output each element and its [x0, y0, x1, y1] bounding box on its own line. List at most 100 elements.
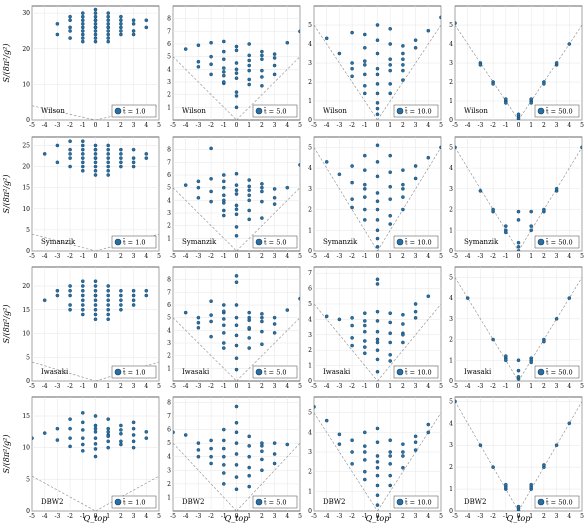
data-point — [350, 205, 354, 210]
data-point — [221, 179, 226, 184]
data-point — [93, 312, 98, 317]
data-point — [272, 187, 277, 191]
guide-line-left — [314, 147, 378, 251]
data-point — [221, 317, 226, 321]
data-point — [413, 316, 418, 320]
data-point — [554, 443, 559, 448]
data-point — [362, 450, 367, 454]
x-tick-label: 5 — [580, 383, 584, 390]
data-point — [234, 367, 239, 372]
data-point — [234, 404, 239, 409]
data-point — [350, 197, 354, 201]
data-point — [234, 207, 239, 211]
y-tick-label: 4 — [308, 165, 312, 172]
y-tick-label: 5 — [449, 22, 453, 29]
data-point — [234, 333, 239, 338]
data-point — [221, 213, 226, 218]
data-point — [234, 420, 239, 425]
data-point — [388, 213, 393, 218]
data-point — [119, 428, 123, 432]
legend-label: t̄ = 1.0 — [123, 106, 146, 115]
x-tick-label: 0 — [94, 513, 98, 520]
x-tick-label: -2 — [349, 383, 355, 390]
x-tick-label: -4 — [42, 383, 48, 390]
data-point — [209, 176, 213, 181]
data-point — [81, 284, 85, 288]
data-point — [209, 189, 213, 194]
data-point — [234, 475, 239, 479]
data-point — [388, 68, 393, 73]
panel-wilson-10_0: -5 -4 -3 -2 -1 0 1 2 3 4 5 0 1 2 3 4 5 Wilson t̄ = 10.0 — [308, 5, 443, 129]
x-tick-label: 1 — [247, 383, 251, 390]
y-tick-label: 1 — [449, 98, 453, 105]
data-point — [401, 182, 405, 187]
x-tick-label: 0 — [94, 383, 98, 390]
data-point — [413, 434, 418, 439]
action-label: Symanzik — [182, 238, 217, 246]
guide-lines — [314, 147, 441, 251]
x-tick-label: 1 — [106, 513, 110, 520]
data-point — [362, 218, 367, 222]
data-point — [119, 442, 123, 447]
x-tick-label: 1 — [247, 253, 251, 260]
data-point — [401, 450, 405, 454]
data-point — [81, 18, 85, 23]
data-point — [362, 91, 367, 96]
data-point — [209, 54, 213, 59]
data-point — [68, 426, 72, 431]
legend-marker — [396, 107, 404, 115]
scatter-points — [173, 404, 290, 492]
panel-dbw2-1_0: -5 -4 -3 -2 -1 0 1 2 3 4 5 0 5 10 15 DBW2 t̄ = 1.0 — [22, 396, 161, 520]
y-tick-label: 0 — [449, 508, 453, 515]
data-point — [529, 360, 534, 365]
data-point — [375, 82, 380, 86]
x-tick-label: 4 — [285, 253, 289, 260]
legend-box — [393, 235, 439, 249]
y-tick-label: 4 — [308, 316, 312, 323]
data-point — [542, 463, 546, 467]
guide-line-left — [455, 277, 519, 381]
y-tick-label: 15 — [22, 413, 30, 420]
x-tick-label: 2 — [542, 122, 546, 129]
data-point — [81, 29, 85, 33]
x-tick-label: 2 — [260, 513, 264, 520]
data-point — [196, 315, 201, 320]
guide-line-right — [236, 56, 300, 120]
data-point — [388, 320, 393, 325]
data-point — [413, 164, 418, 168]
y-tick-label: 1 — [167, 365, 171, 372]
data-point — [106, 445, 110, 450]
x-tick-label: 1 — [388, 253, 392, 260]
x-axis-label: Q_top — [225, 514, 249, 523]
data-point — [465, 296, 470, 300]
x-tick-label: -2 — [67, 383, 73, 390]
data-point — [131, 22, 136, 26]
guide-line-right — [518, 24, 582, 120]
guide-line-left — [32, 361, 96, 381]
data-point — [234, 192, 239, 196]
data-point — [503, 97, 508, 101]
data-point — [144, 288, 149, 293]
data-point — [93, 284, 98, 288]
x-tick-label: 3 — [414, 513, 418, 520]
x-tick-label: -2 — [349, 253, 355, 260]
x-tick-label: 0 — [235, 383, 239, 390]
data-point — [375, 426, 380, 431]
data-point — [68, 293, 72, 298]
data-point — [234, 67, 239, 72]
data-point — [362, 182, 367, 187]
data-point — [234, 94, 239, 98]
data-point — [131, 439, 136, 444]
data-point — [119, 160, 123, 165]
x-tick-label: 3 — [414, 253, 418, 260]
guide-line-right — [95, 361, 159, 381]
x-tick-label: 2 — [260, 383, 264, 390]
scatter-points — [324, 15, 441, 117]
data-point — [413, 309, 418, 314]
scatter-points — [183, 29, 300, 110]
x-tick-label: 4 — [144, 122, 148, 129]
data-point — [81, 143, 85, 148]
data-point — [106, 288, 110, 293]
data-point — [337, 172, 342, 177]
data-point — [388, 184, 393, 189]
